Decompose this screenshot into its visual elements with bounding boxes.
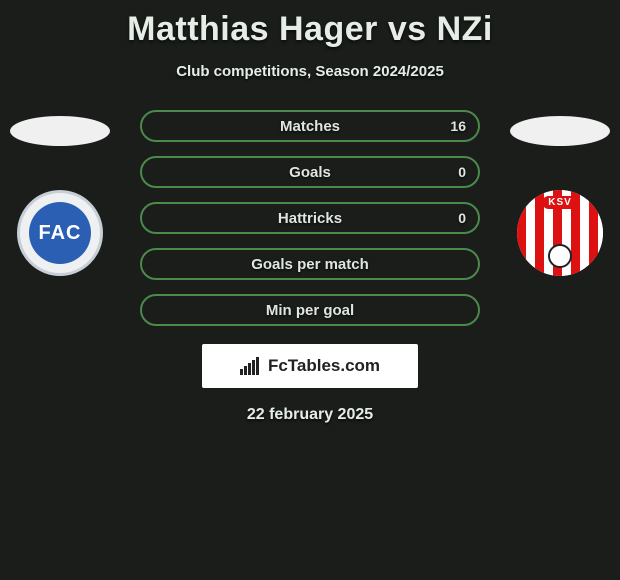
player-right-column: KSV (500, 110, 620, 276)
stat-row-goals-per-match: Goals per match (140, 248, 480, 280)
player-left-column: FAC (0, 110, 120, 276)
page-title: Matthias Hager vs NZi (0, 0, 620, 49)
soccer-ball-icon (548, 244, 572, 268)
stat-row-goals: Goals 0 (140, 156, 480, 188)
stat-label: Min per goal (266, 302, 354, 319)
stat-right-value: 0 (458, 204, 466, 232)
club-badge-right-text: KSV (542, 196, 578, 209)
stat-label: Goals (289, 164, 331, 181)
club-badge-right: KSV (517, 190, 603, 276)
stat-row-matches: Matches 16 (140, 110, 480, 142)
stat-label: Goals per match (251, 256, 369, 273)
stat-row-min-per-goal: Min per goal (140, 294, 480, 326)
club-badge-left: FAC (17, 190, 103, 276)
comparison-content: FAC KSV Matches 16 Goals 0 Hattricks 0 G… (0, 110, 620, 424)
stat-label: Hattricks (278, 210, 342, 227)
stats-list: Matches 16 Goals 0 Hattricks 0 Goals per… (140, 110, 480, 326)
stat-right-value: 16 (450, 112, 466, 140)
player-right-avatar (510, 116, 610, 146)
subtitle: Club competitions, Season 2024/2025 (0, 63, 620, 80)
stat-label: Matches (280, 118, 340, 135)
brand-badge: FcTables.com (202, 344, 418, 388)
brand-text: FcTables.com (268, 356, 380, 376)
player-left-avatar (10, 116, 110, 146)
footer-date: 22 february 2025 (0, 406, 620, 424)
bar-chart-icon (240, 357, 262, 375)
stat-row-hattricks: Hattricks 0 (140, 202, 480, 234)
club-badge-left-text: FAC (29, 202, 91, 264)
stat-right-value: 0 (458, 158, 466, 186)
